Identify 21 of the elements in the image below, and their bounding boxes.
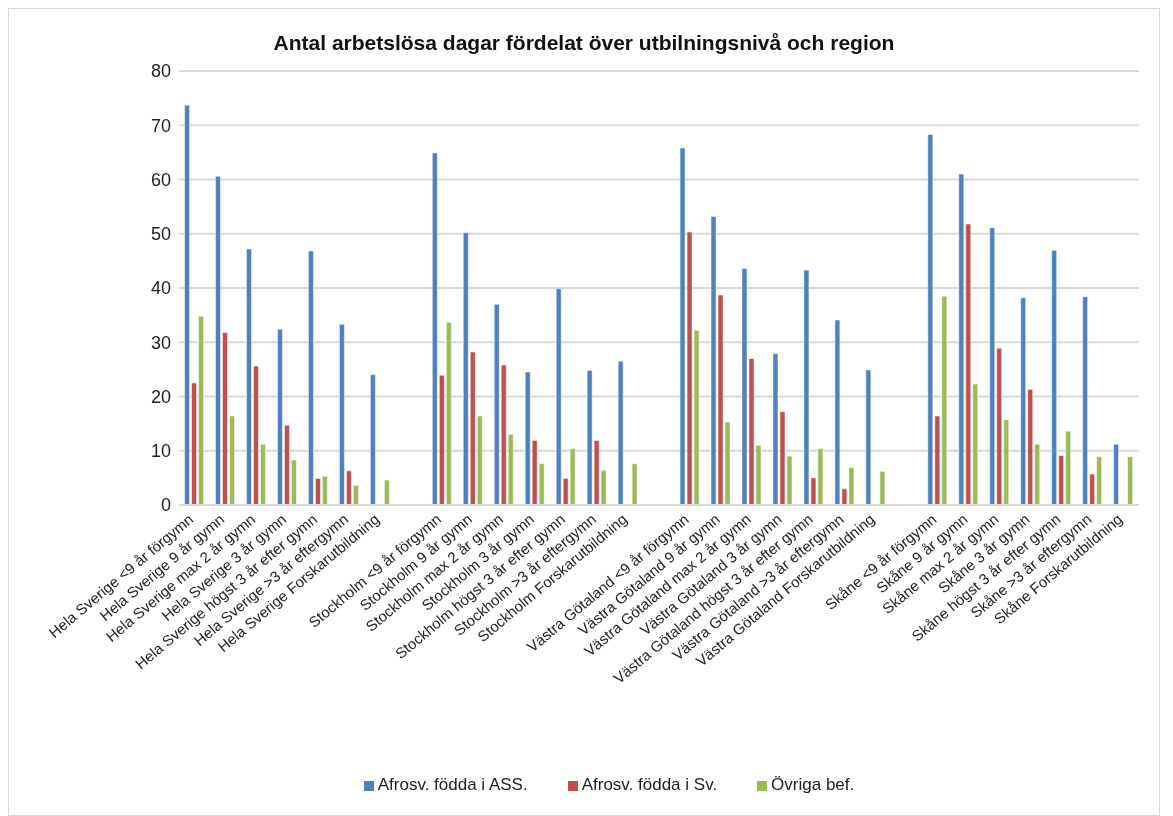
y-tick-label: 60 — [150, 169, 171, 190]
y-tick-label: 10 — [150, 441, 171, 462]
bar — [617, 360, 624, 505]
y-tick-label: 50 — [150, 224, 171, 245]
legend-label: Afrosv. födda i Sv. — [581, 775, 718, 794]
bar — [879, 471, 886, 505]
legend-label: Övriga bef. — [771, 775, 855, 794]
y-tick-label: 70 — [150, 115, 171, 136]
bar — [370, 374, 376, 505]
y-tick-label: 30 — [150, 332, 171, 353]
bar — [384, 479, 390, 505]
bar — [1127, 456, 1133, 505]
bar — [631, 463, 638, 505]
legend-label: Afrosv. födda i ASS. — [377, 775, 528, 794]
y-tick-label: 40 — [150, 278, 171, 299]
y-tick-label: 80 — [150, 61, 171, 82]
bar — [1113, 443, 1119, 505]
bar — [865, 369, 872, 505]
y-tick-label: 0 — [160, 495, 171, 516]
chart-title: Antal arbetslösa dagar fördelat över utbilningsnivå och region — [272, 31, 896, 55]
y-tick-label: 20 — [150, 386, 171, 407]
